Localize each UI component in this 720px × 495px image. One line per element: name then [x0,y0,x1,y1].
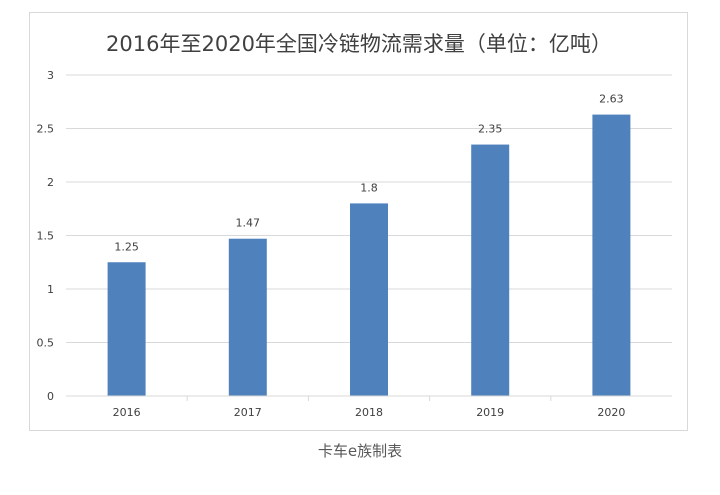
y-tick-label: 2 [47,176,54,189]
bar [350,203,388,396]
data-label: 2.63 [599,93,624,106]
y-tick-label: 2.5 [37,123,55,136]
bar [471,144,510,396]
x-axis-tick-labels: 2016 2017 2018 2019 2020 [113,396,625,419]
x-tick-label: 2019 [476,406,504,419]
y-tick-label: 0 [47,390,54,403]
x-tick-label: 2020 [597,406,625,419]
data-label: 1.25 [114,240,139,253]
y-tick-label: 3 [47,69,54,82]
chart-source-caption: 卡车e族制表 [317,442,403,460]
bar [107,262,146,396]
bar [228,238,267,396]
x-tick-label: 2016 [113,406,141,419]
x-tick-label: 2018 [355,406,383,419]
y-tick-label: 1.5 [37,230,55,243]
chart-title: 2016年至2020年全国冷链物流需求量（单位：亿吨） [106,32,612,56]
y-axis-tick-labels: 0 0.5 1 1.5 2 2.5 3 [37,69,55,403]
bars [107,114,631,396]
data-label: 2.35 [478,123,503,136]
gridlines [66,74,672,343]
data-label: 1.47 [236,217,261,230]
data-label: 1.8 [360,181,378,194]
data-labels: 1.25 1.47 1.8 2.35 2.63 [114,93,623,254]
y-tick-label: 0.5 [37,337,55,350]
y-tick-label: 1 [47,283,54,296]
bar [592,114,631,396]
x-tick-label: 2017 [234,406,262,419]
